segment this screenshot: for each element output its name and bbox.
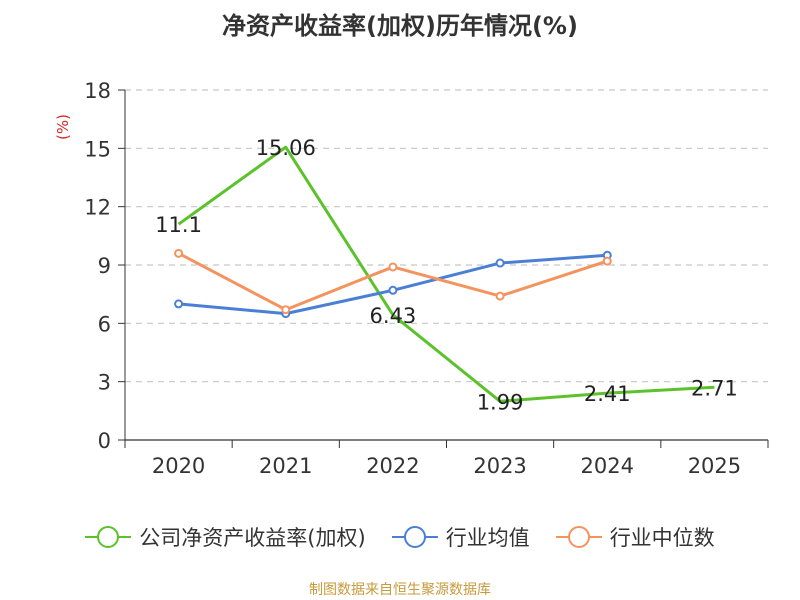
- legend-swatch-company-roe: [85, 525, 132, 549]
- grid-lines: [125, 89, 768, 383]
- y-tick-label-3: 3: [98, 371, 111, 395]
- data-labels: 11.1 15.06 6.43 1.99 2.41 2.71: [155, 136, 738, 414]
- x-tick-label-2020: 2020: [152, 454, 205, 478]
- x-tick-label-2023: 2023: [473, 454, 526, 478]
- legend-item-company-roe[interactable]: 公司净资产收益率(加权): [85, 522, 366, 552]
- series-1-point-2023[interactable]: [495, 258, 505, 268]
- legend-label-company-roe: 公司净资产收益率(加权): [139, 526, 366, 550]
- data-label-2022: 6.43: [370, 304, 417, 328]
- source-note: 制图数据来自恒生聚源数据库: [309, 582, 491, 598]
- data-label-2021: 15.06: [256, 136, 316, 160]
- data-label-2023: 1.99: [477, 390, 524, 414]
- series-line-0: [177, 145, 715, 403]
- legend-item-industry-median[interactable]: 行业中位数: [555, 522, 715, 552]
- legend-label-industry-mean: 行业均值: [445, 526, 530, 550]
- legend-swatch-industry-median: [555, 525, 602, 549]
- y-tick-label-18: 18: [84, 79, 111, 103]
- x-tick-label-2025: 2025: [688, 454, 741, 478]
- legend-item-industry-mean[interactable]: 行业均值: [391, 522, 530, 552]
- legend-swatch-industry-mean: [391, 525, 438, 549]
- y-tick-label-9: 9: [98, 254, 111, 278]
- series-lines: [174, 145, 715, 403]
- series-2-point-2020[interactable]: [174, 248, 184, 258]
- y-axis-label: (%): [54, 114, 72, 140]
- y-tick-label-15: 15: [84, 137, 111, 161]
- x-tick-label-2022: 2022: [366, 454, 419, 478]
- legend: 公司净资产收益率(加权) 行业均值 行业中位数: [0, 520, 800, 554]
- chart-title: 净资产收益率(加权)历年情况(%): [222, 12, 578, 40]
- series-1-point-2020[interactable]: [174, 299, 184, 309]
- data-label-2020: 11.1: [155, 213, 202, 237]
- y-tick-label-12: 12: [84, 196, 111, 220]
- series-2-point-2022[interactable]: [388, 262, 398, 272]
- series-1-point-2022[interactable]: [388, 285, 398, 295]
- data-label-2025: 2.71: [691, 376, 738, 400]
- axes: 0 3 6 9 12 15 18 2020 2021 2022 2023 2024 2025: [84, 79, 769, 478]
- legend-label-industry-median: 行业中位数: [609, 526, 715, 550]
- series-line-2: [177, 252, 608, 312]
- y-tick-label-6: 6: [98, 312, 111, 336]
- x-tick-label-2021: 2021: [259, 454, 312, 478]
- data-label-2024: 2.41: [584, 382, 631, 406]
- x-tick-label-2024: 2024: [581, 454, 634, 478]
- y-tick-label-0: 0: [98, 429, 111, 453]
- series-2-point-2023[interactable]: [495, 291, 505, 301]
- series-2-point-2021[interactable]: [281, 305, 291, 315]
- series-2-point-2024[interactable]: [602, 256, 612, 266]
